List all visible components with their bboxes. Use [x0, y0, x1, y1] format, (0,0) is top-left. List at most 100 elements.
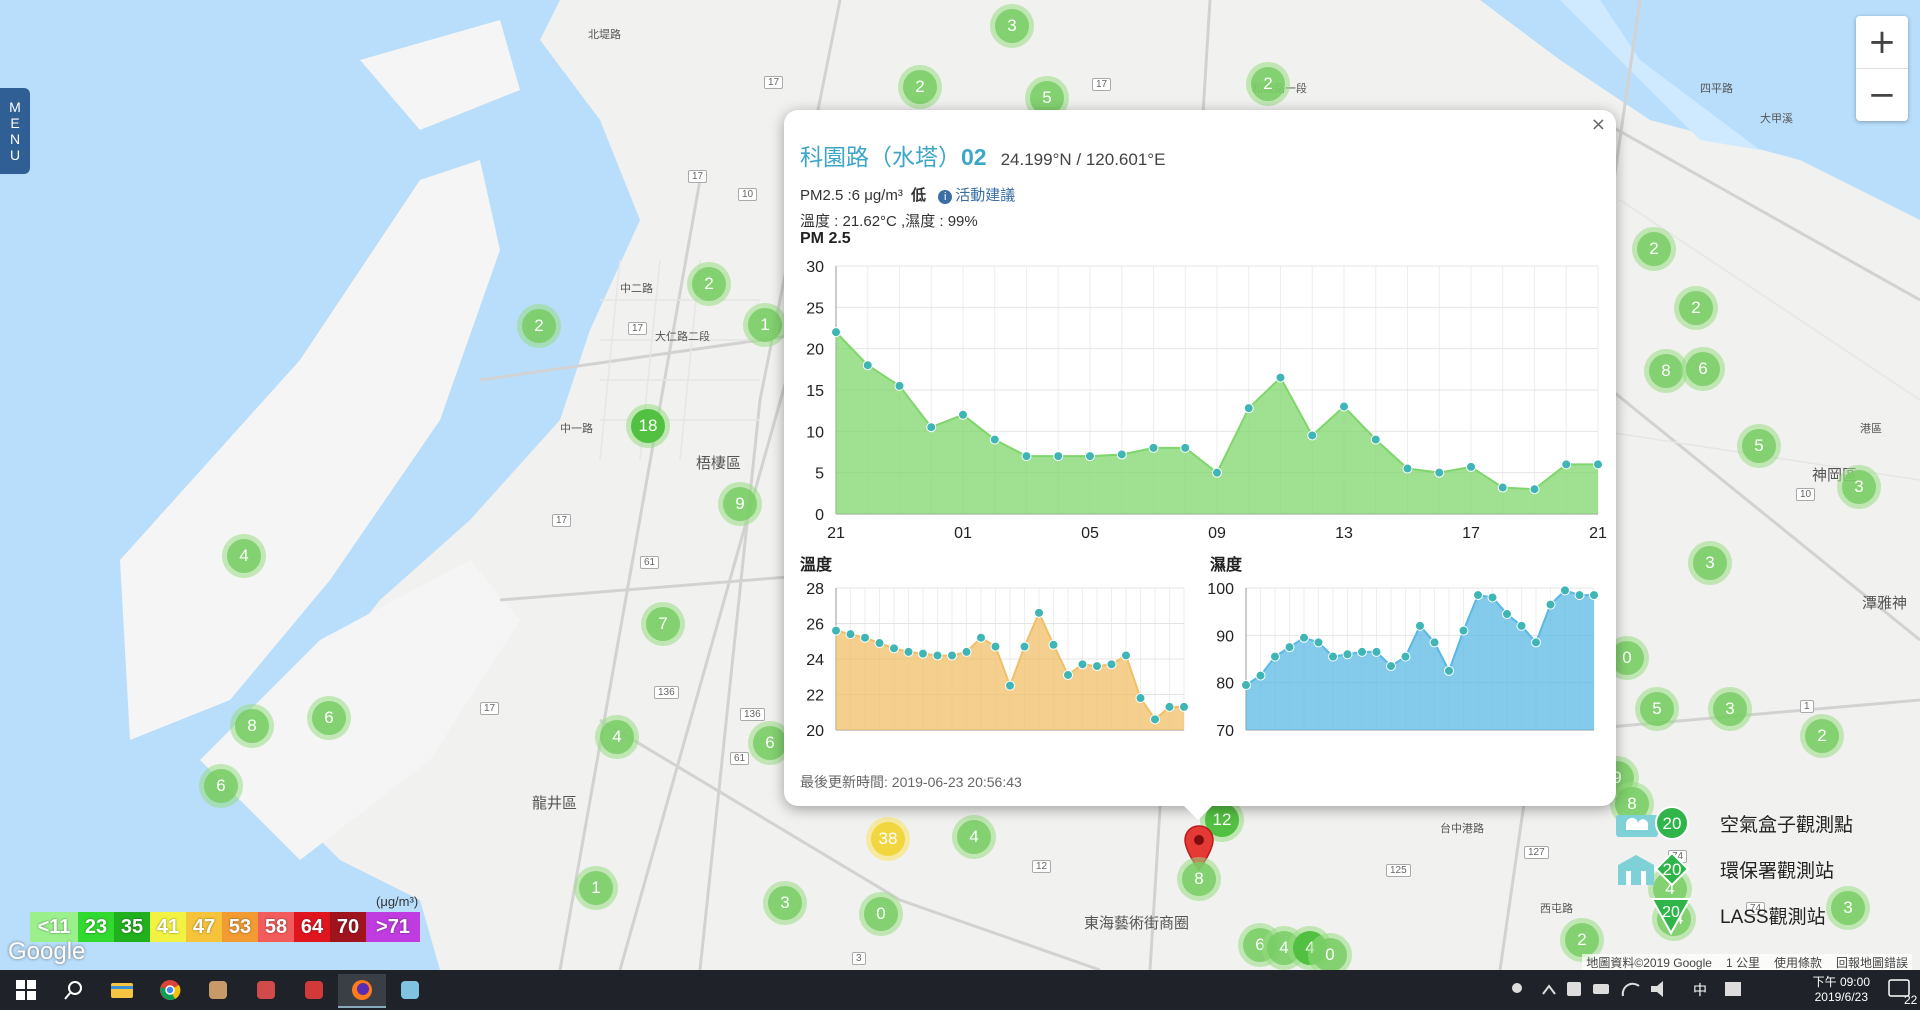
y-tick-label: 28: [806, 581, 824, 598]
temperature-chart: 20 22 24 26 28 溫度: [800, 555, 1189, 740]
x-tick-label: 09: [1208, 525, 1226, 542]
cluster-marker[interactable]: 6: [199, 764, 243, 808]
cluster-count: 6: [204, 769, 238, 803]
clock[interactable]: 下午 09:00 2019/6/23: [1813, 975, 1870, 1005]
cluster-marker[interactable]: 9: [718, 482, 762, 526]
y-tick-label: 10: [806, 424, 824, 441]
notification-count: 22: [1904, 993, 1918, 1007]
cluster-marker[interactable]: 4: [595, 715, 639, 759]
cluster-marker[interactable]: 4: [952, 815, 996, 859]
legend-label: 空氣盒子觀測點: [1720, 814, 1854, 836]
data-point: [1487, 592, 1498, 603]
cluster-marker[interactable]: 18: [626, 404, 670, 448]
cluster-marker[interactable]: 1: [574, 866, 618, 910]
cluster-marker[interactable]: 4: [222, 534, 266, 578]
data-point: [1516, 620, 1527, 631]
data-point: [947, 650, 957, 661]
data-point: [1106, 659, 1117, 670]
epa-station-icon: 20: [1618, 851, 1690, 887]
cluster-marker[interactable]: 2: [517, 304, 561, 348]
data-point: [1466, 461, 1476, 472]
data-point: [1386, 661, 1396, 672]
aqi-step: 70: [330, 912, 366, 942]
cluster-marker[interactable]: 6: [1681, 347, 1725, 391]
data-point: [1473, 590, 1483, 601]
cluster-marker[interactable]: 8: [230, 704, 274, 748]
cluster-marker[interactable]: 8: [1644, 349, 1688, 393]
map-scale[interactable]: 1 公里: [1725, 956, 1760, 970]
data-point: [1299, 632, 1309, 643]
cluster-marker[interactable]: 6: [307, 696, 351, 740]
cluster-marker[interactable]: 2: [1632, 227, 1676, 271]
tray-icons: 中: [1511, 981, 1741, 998]
menu-letter: E: [10, 115, 20, 131]
cluster-marker[interactable]: 3: [763, 881, 807, 925]
lass-station-icon: 20: [1650, 898, 1692, 936]
last-updated: 最後更新時間: 2019-06-23 20:56:43: [800, 774, 1022, 790]
zoom-out-button[interactable]: −: [1856, 68, 1908, 121]
cluster-marker[interactable]: 0: [859, 892, 903, 936]
app-icon-3[interactable]: [290, 974, 338, 1006]
app-icon-1[interactable]: [194, 974, 242, 1006]
data-point: [860, 632, 870, 643]
cluster-count: 2: [903, 70, 937, 104]
data-point: [1150, 714, 1160, 725]
app-icon-4[interactable]: [386, 974, 434, 1006]
cluster-marker[interactable]: 5: [1635, 687, 1679, 731]
cluster-count: 5: [1640, 692, 1674, 726]
cluster-count: 8: [1182, 862, 1216, 896]
y-tick-label: 90: [1216, 628, 1234, 645]
report-error-link[interactable]: 回報地圖錯誤: [1835, 956, 1908, 970]
cluster-count: 2: [1251, 67, 1285, 101]
data-point: [1179, 701, 1189, 712]
cluster-marker[interactable]: 38: [866, 817, 910, 861]
temp-humidity-reading: 溫度 : 21.62°C ,濕度 : 99%: [800, 213, 978, 230]
route-shield: 74: [1746, 902, 1766, 915]
route-shield: 61: [640, 556, 660, 569]
clock-time: 下午 09:00: [1812, 975, 1870, 989]
cluster-marker[interactable]: 3: [1837, 465, 1881, 509]
file-explorer-icon[interactable]: [98, 974, 146, 1006]
cluster-marker[interactable]: 2: [687, 262, 731, 306]
cluster-marker[interactable]: 3: [1826, 886, 1870, 930]
activity-advice-link[interactable]: i 活動建議: [938, 187, 1015, 204]
cluster-marker[interactable]: 1: [743, 303, 787, 347]
cluster-count: 1: [579, 871, 613, 905]
station-suffix: 02: [961, 144, 987, 170]
cluster-count: 0: [1313, 938, 1347, 970]
data-point: [1255, 670, 1266, 681]
data-point: [1497, 482, 1508, 493]
cluster-marker[interactable]: 3: [1688, 541, 1732, 585]
y-tick-label: 26: [806, 617, 824, 634]
data-point: [1021, 451, 1032, 462]
firefox-icon[interactable]: [338, 974, 386, 1008]
cluster-marker[interactable]: 2: [898, 65, 942, 109]
zoom-in-button[interactable]: +: [1867, 22, 1897, 62]
close-popup-button[interactable]: ×: [1590, 114, 1606, 135]
cluster-marker[interactable]: 2: [1674, 286, 1718, 330]
cluster-marker[interactable]: 5: [1737, 424, 1781, 468]
cluster-marker[interactable]: 3: [990, 4, 1034, 48]
cluster-marker[interactable]: 7: [641, 602, 685, 646]
volume-icon: [1650, 981, 1663, 997]
cluster-marker[interactable]: 3: [1708, 687, 1752, 731]
pin-cluster-marker[interactable]: 8: [1177, 857, 1221, 901]
data-point: [1212, 467, 1222, 478]
data-point: [1357, 646, 1367, 657]
windows-start-icon[interactable]: [2, 974, 50, 1006]
terms-link[interactable]: 使用條款: [1773, 956, 1822, 970]
place-label: 潭雅神: [1862, 595, 1908, 612]
cluster-count: 38: [871, 822, 905, 856]
cluster-count: 2: [1565, 923, 1599, 957]
chrome-icon[interactable]: [146, 974, 194, 1006]
cluster-marker[interactable]: 2: [1560, 918, 1604, 962]
cluster-count: 6: [312, 701, 346, 735]
app-icon-2[interactable]: [242, 974, 290, 1006]
cluster-marker[interactable]: 2: [1800, 714, 1844, 758]
cluster-marker[interactable]: 2: [1246, 62, 1290, 106]
search-icon[interactable]: [50, 974, 98, 1006]
cluster-marker[interactable]: 0: [1308, 933, 1352, 970]
notification-center-icon[interactable]: 22: [1880, 970, 1920, 1010]
y-tick-label: 25: [806, 300, 824, 317]
